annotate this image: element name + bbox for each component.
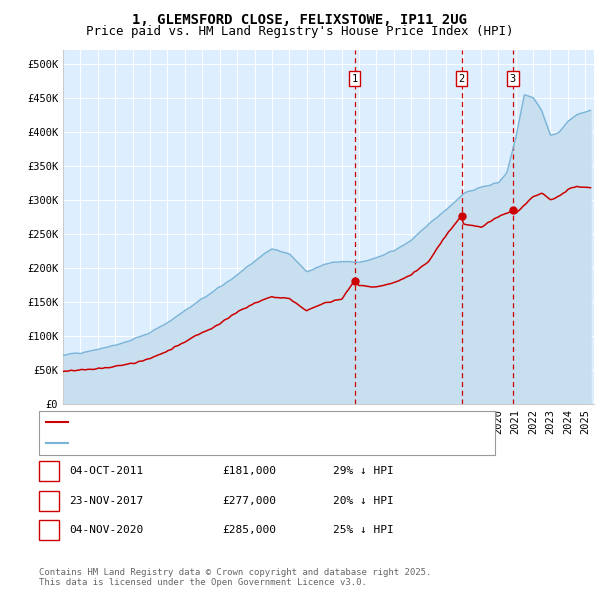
Text: Contains HM Land Registry data © Crown copyright and database right 2025.
This d: Contains HM Land Registry data © Crown c… — [39, 568, 431, 587]
Text: Price paid vs. HM Land Registry's House Price Index (HPI): Price paid vs. HM Land Registry's House … — [86, 25, 514, 38]
Text: 1, GLEMSFORD CLOSE, FELIXSTOWE, IP11 2UG (detached house): 1, GLEMSFORD CLOSE, FELIXSTOWE, IP11 2UG… — [72, 418, 457, 427]
Text: 25% ↓ HPI: 25% ↓ HPI — [333, 526, 394, 535]
Text: 04-NOV-2020: 04-NOV-2020 — [69, 526, 143, 535]
Text: £285,000: £285,000 — [222, 526, 276, 535]
Text: £181,000: £181,000 — [222, 467, 276, 476]
Text: 1: 1 — [46, 467, 52, 476]
Text: 04-OCT-2011: 04-OCT-2011 — [69, 467, 143, 476]
Text: 20% ↓ HPI: 20% ↓ HPI — [333, 496, 394, 506]
Text: 3: 3 — [510, 74, 516, 84]
Text: 1, GLEMSFORD CLOSE, FELIXSTOWE, IP11 2UG: 1, GLEMSFORD CLOSE, FELIXSTOWE, IP11 2UG — [133, 13, 467, 27]
Text: 23-NOV-2017: 23-NOV-2017 — [69, 496, 143, 506]
Text: HPI: Average price, detached house, East Suffolk: HPI: Average price, detached house, East… — [72, 438, 396, 447]
Text: £277,000: £277,000 — [222, 496, 276, 506]
Text: 2: 2 — [458, 74, 464, 84]
Text: 3: 3 — [46, 526, 52, 535]
Text: 1: 1 — [352, 74, 358, 84]
Text: 2: 2 — [46, 496, 52, 506]
Text: 29% ↓ HPI: 29% ↓ HPI — [333, 467, 394, 476]
